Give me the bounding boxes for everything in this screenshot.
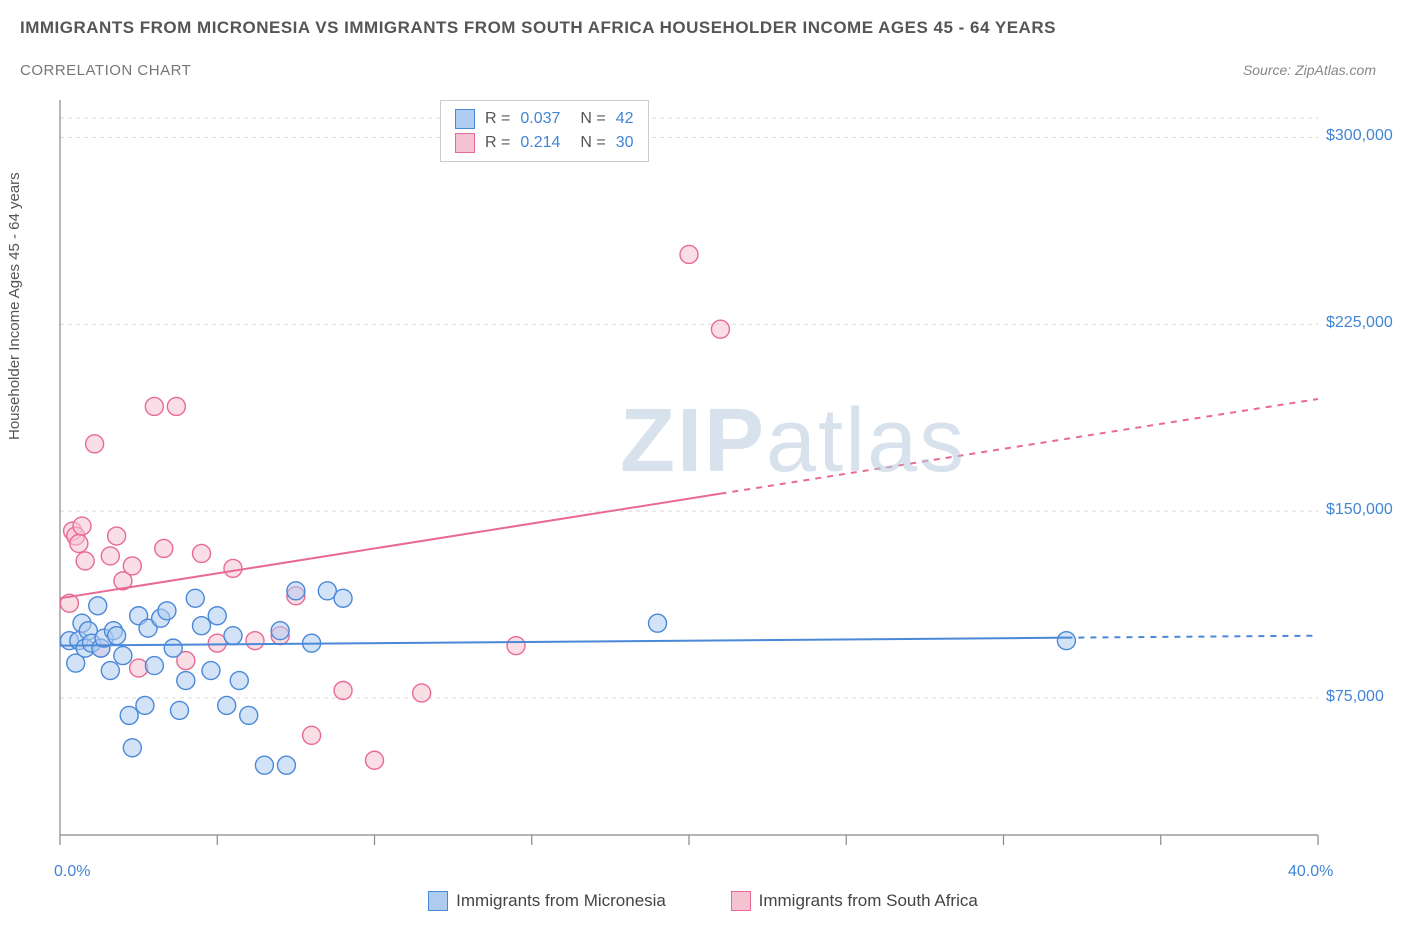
source-credit: Source: ZipAtlas.com [1243,62,1376,78]
chart-title: IMMIGRANTS FROM MICRONESIA VS IMMIGRANTS… [20,18,1056,38]
legend-label-1: Immigrants from South Africa [759,891,978,911]
stats-row-0: R = 0.037 N = 42 [455,107,634,131]
legend-swatch-1 [455,133,475,153]
y-tick-label: $225,000 [1326,314,1393,332]
y-tick-label: $150,000 [1326,501,1393,519]
stats-legend: R = 0.037 N = 42 R = 0.214 N = 30 [440,100,649,162]
y-axis-label: Householder Income Ages 45 - 64 years [6,172,23,440]
stat-n-val-0: 42 [616,107,634,131]
stat-r-label: R = [485,131,510,155]
x-start-label: 0.0% [54,863,90,881]
stat-r-label: R = [485,107,510,131]
y-tick-label: $75,000 [1326,688,1384,706]
legend-swatch-b1 [731,891,751,911]
bottom-legend: Immigrants from Micronesia Immigrants fr… [0,891,1406,916]
stats-row-1: R = 0.214 N = 30 [455,131,634,155]
stat-n-val-1: 30 [616,131,634,155]
legend-swatch-0 [455,109,475,129]
chart-subtitle: CORRELATION CHART [20,62,191,79]
stat-r-val-1: 0.214 [520,131,560,155]
y-tick-label: $300,000 [1326,127,1393,145]
subtitle-row: CORRELATION CHART [20,62,1386,80]
stat-r-val-0: 0.037 [520,107,560,131]
legend-label-0: Immigrants from Micronesia [456,891,666,911]
legend-item-0: Immigrants from Micronesia [428,891,666,911]
stat-n-label: N = [580,131,605,155]
scatter-plot [48,95,1378,855]
chart-area [48,95,1378,855]
stat-n-label: N = [580,107,605,131]
legend-swatch-b0 [428,891,448,911]
x-end-label: 40.0% [1288,863,1333,881]
legend-item-1: Immigrants from South Africa [731,891,978,911]
